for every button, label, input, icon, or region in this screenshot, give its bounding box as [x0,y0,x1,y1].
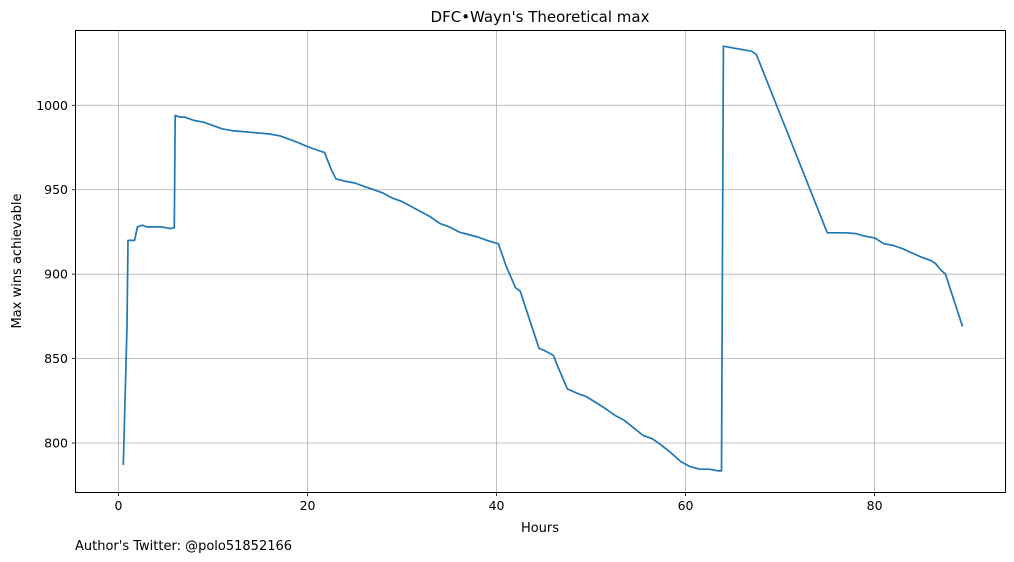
y-tick-label: 850 [44,351,68,366]
y-tick-label: 800 [44,436,68,451]
x-tick-label: 0 [115,498,123,513]
y-tick-label: 1000 [36,98,68,113]
chart-title: DFC•Wayn's Theoretical max [431,8,650,26]
y-tick-label: 950 [44,182,68,197]
x-axis-label: Hours [521,521,559,536]
y-tick-label: 900 [44,267,68,282]
x-tick-label: 40 [489,498,505,513]
grid-lines [76,31,1005,492]
x-tick-label: 60 [678,498,694,513]
author-twitter-note: Author's Twitter: @polo51852166 [75,539,292,554]
x-tick-label: 80 [867,498,883,513]
plot-frame [75,30,1006,493]
y-axis-label: Max wins achievable [10,194,25,329]
x-tick-label: 20 [300,498,316,513]
series-line [122,45,964,472]
axis-ticks: 0 20 40 60 80 800 850 900 950 1000 [36,98,882,513]
